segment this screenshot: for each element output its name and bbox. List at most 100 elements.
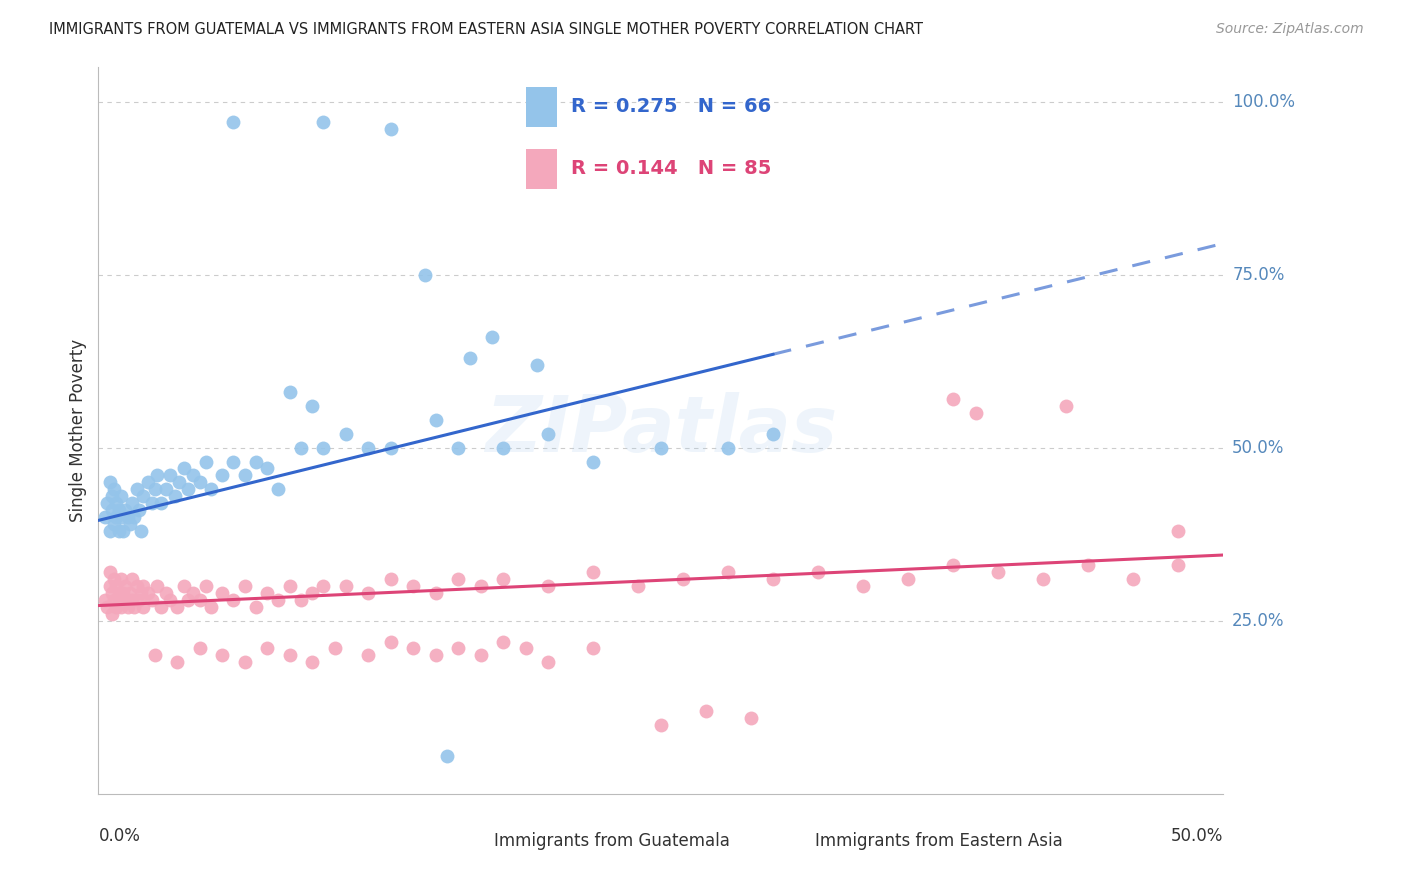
Point [195,454,218,468]
Point [1167,558,1189,573]
Point [166,656,188,670]
Point [470,648,492,663]
Point [181,586,204,600]
Point [114,579,136,593]
Point [323,641,346,656]
Point [107,503,129,517]
Point [245,454,267,468]
Point [301,656,323,670]
Bar [526,87,557,127]
Point [114,593,136,607]
Text: 75.0%: 75.0% [1232,266,1285,284]
Point [105,510,128,524]
Point [492,572,515,586]
Point [129,524,152,538]
Point [447,572,470,586]
Point [222,115,245,129]
Point [965,406,987,420]
Point [132,579,155,593]
Text: Immigrants from Eastern Asia: Immigrants from Eastern Asia [815,832,1063,850]
Point [105,599,128,614]
Point [105,496,128,510]
Point [143,648,166,663]
Point [290,593,312,607]
Point [335,579,357,593]
Point [256,641,278,656]
Point [1032,572,1054,586]
Point [132,599,155,614]
Point [582,454,605,468]
Point [98,524,121,538]
Point [173,579,195,593]
Point [335,426,357,441]
Point [110,599,132,614]
Point [155,482,177,496]
Point [312,441,335,455]
Point [211,586,233,600]
Point [278,648,301,663]
Point [447,441,470,455]
Point [188,593,211,607]
Point [695,704,717,718]
Bar [779,827,804,855]
Point [537,579,560,593]
Point [143,482,166,496]
Point [129,586,152,600]
Point [141,496,163,510]
Point [470,579,492,593]
Point [101,489,124,503]
Point [380,441,402,455]
Point [537,656,560,670]
Point [103,572,125,586]
Point [200,599,222,614]
Text: Immigrants from Guatemala: Immigrants from Guatemala [495,832,730,850]
Point [245,599,267,614]
Point [94,593,117,607]
Point [121,572,143,586]
Point [98,566,121,580]
Point [515,641,537,656]
Point [124,599,146,614]
Bar [458,827,484,855]
Point [98,579,121,593]
Point [582,566,605,580]
Point [717,441,740,455]
Text: IMMIGRANTS FROM GUATEMALA VS IMMIGRANTS FROM EASTERN ASIA SINGLE MOTHER POVERTY : IMMIGRANTS FROM GUATEMALA VS IMMIGRANTS … [49,22,924,37]
Point [380,122,402,136]
Point [807,566,830,580]
Point [136,475,159,490]
Point [101,607,124,621]
Point [447,641,470,656]
Point [107,593,129,607]
Text: Source: ZipAtlas.com: Source: ZipAtlas.com [1216,22,1364,37]
Point [357,648,380,663]
Point [96,599,118,614]
Point [159,468,181,483]
Point [112,524,135,538]
Point [159,593,181,607]
Point [458,351,481,365]
Text: 0.0%: 0.0% [98,827,141,845]
Point [125,482,148,496]
Point [177,593,200,607]
Text: 100.0%: 100.0% [1232,93,1295,111]
Point [267,593,290,607]
Point [650,441,672,455]
Point [267,482,290,496]
Point [357,586,380,600]
Point [650,717,672,731]
Point [233,579,256,593]
Point [118,586,141,600]
Point [150,496,173,510]
Point [402,641,425,656]
Point [1122,572,1144,586]
Point [98,475,121,490]
Point [155,586,177,600]
Point [177,482,200,496]
Point [128,593,150,607]
Point [402,579,425,593]
Point [380,634,402,648]
Point [112,586,135,600]
Point [278,579,301,593]
Point [105,579,128,593]
